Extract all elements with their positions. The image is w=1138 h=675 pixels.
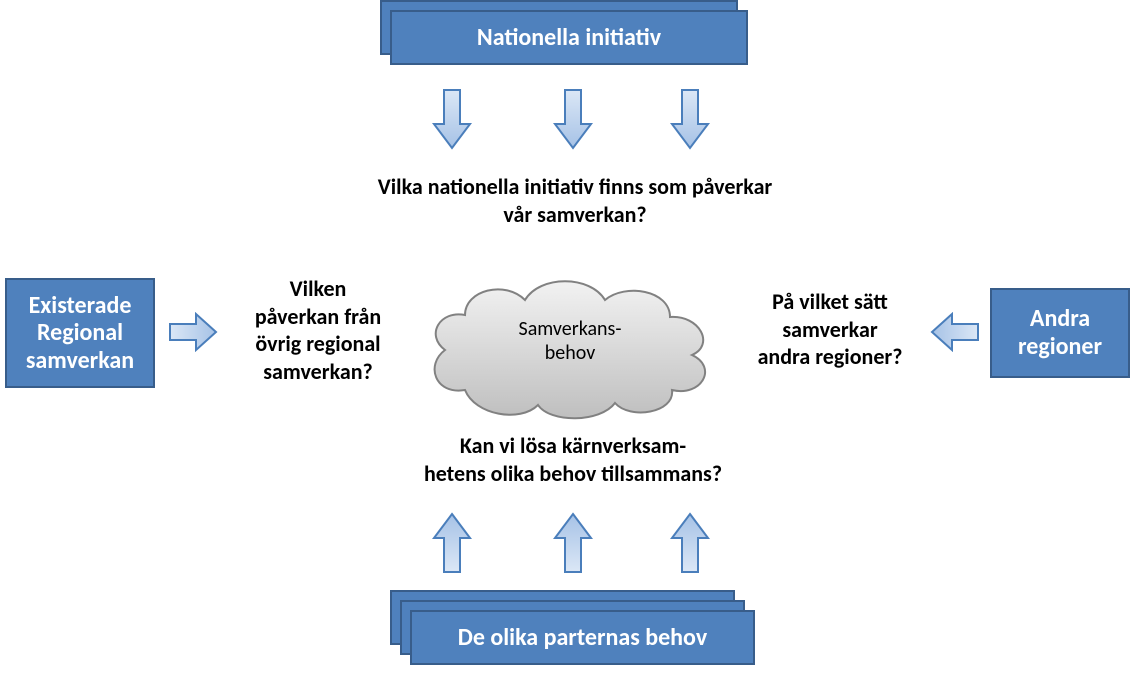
question-right-line2: samverkar — [782, 316, 877, 343]
arrow-down-3 — [670, 88, 710, 150]
question-right: På vilket sätt samverkar andra regioner? — [735, 288, 925, 371]
top-box: Nationella initiativ — [390, 10, 748, 65]
right-box-label: Andra regioner — [996, 305, 1124, 360]
arrow-down-2 — [553, 88, 593, 150]
question-left-line3: övrig regional — [255, 330, 380, 357]
left-box-label: Existerade Regional samverkan — [11, 292, 149, 375]
question-bottom-line2: hetens olika behov tillsammans? — [424, 460, 722, 487]
question-right-line1: På vilket sätt — [772, 288, 888, 315]
question-left: Vilken påverkan från övrig regional samv… — [228, 275, 408, 385]
arrow-up-3 — [670, 512, 710, 574]
arrow-down-1 — [432, 88, 472, 150]
arrow-right-small — [168, 312, 218, 352]
top-box-label: Nationella initiativ — [477, 23, 661, 52]
bottom-box: De olika parternas behov — [410, 610, 755, 665]
arrow-up-2 — [553, 512, 593, 574]
arrow-up-1 — [432, 512, 472, 574]
question-bottom: Kan vi lösa kärnverksam- hetens olika be… — [338, 432, 808, 487]
question-bottom-line1: Kan vi lösa kärnverksam- — [460, 432, 686, 459]
question-top-line1: Vilka nationella initiativ finns som påv… — [378, 173, 773, 200]
arrow-left-small — [930, 312, 980, 352]
bottom-box-label: De olika parternas behov — [458, 623, 707, 652]
question-left-line4: samverkan? — [263, 358, 372, 385]
cloud-label-line2: behov — [545, 341, 595, 365]
question-left-line1: Vilken — [290, 275, 347, 302]
question-top: Vilka nationella initiativ finns som påv… — [305, 173, 845, 228]
question-left-line2: påverkan från — [255, 303, 381, 330]
cloud: Samverkans- behov — [420, 255, 720, 425]
right-box: Andra regioner — [990, 288, 1130, 378]
left-box: Existerade Regional samverkan — [5, 278, 155, 388]
question-top-line2: vår samverkan? — [503, 201, 646, 228]
question-right-line3: andra regioner? — [758, 343, 903, 370]
cloud-label-line1: Samverkans- — [519, 317, 622, 341]
cloud-label: Samverkans- behov — [420, 317, 720, 365]
